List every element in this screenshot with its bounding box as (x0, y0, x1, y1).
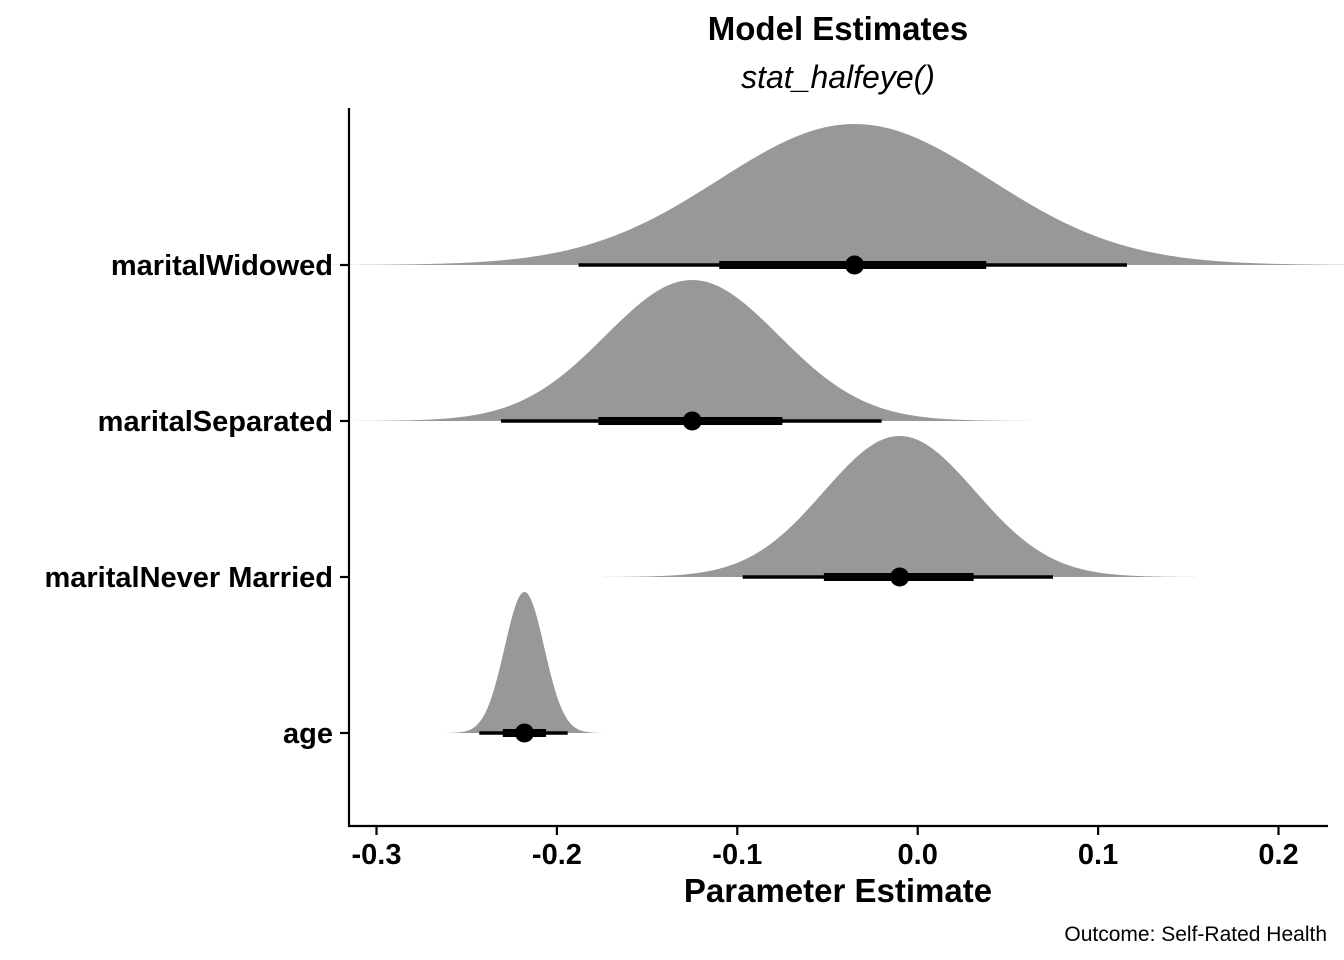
interval-layer (479, 255, 1127, 743)
chart-subtitle: stat_halfeye() (741, 59, 935, 95)
y-axis-ticks: maritalWidowed maritalSeparated maritalNev… (44, 250, 349, 750)
density-maritalwidowed (313, 124, 1344, 265)
y-tick-label: maritalNever Married (44, 562, 333, 594)
median-point (682, 411, 702, 431)
median-point (890, 567, 910, 587)
chart-title: Model Estimates (708, 10, 968, 47)
density-layer (313, 124, 1344, 733)
density-maritalseparated (345, 280, 1039, 421)
median-point (845, 255, 865, 275)
x-axis-ticks: -0.3 -0.2 -0.1 0.0 0.1 0.2 (352, 826, 1299, 871)
chart-caption: Outcome: Self-Rated Health (1064, 923, 1327, 946)
y-tick-label: maritalSeparated (98, 406, 333, 438)
y-tick-label: age (283, 718, 333, 750)
y-tick-label: maritalWidowed (111, 250, 333, 282)
x-tick-label: 0.0 (898, 839, 938, 871)
x-tick-label: -0.1 (712, 839, 762, 871)
x-tick-label: 0.1 (1078, 839, 1118, 871)
x-tick-label: 0.2 (1258, 839, 1298, 871)
x-tick-label: -0.2 (532, 839, 582, 871)
x-tick-label: -0.3 (352, 839, 402, 871)
x-axis-label: Parameter Estimate (684, 872, 992, 909)
density-age (445, 592, 604, 733)
median-point (514, 723, 534, 743)
density-maritalnever-married (596, 436, 1203, 577)
